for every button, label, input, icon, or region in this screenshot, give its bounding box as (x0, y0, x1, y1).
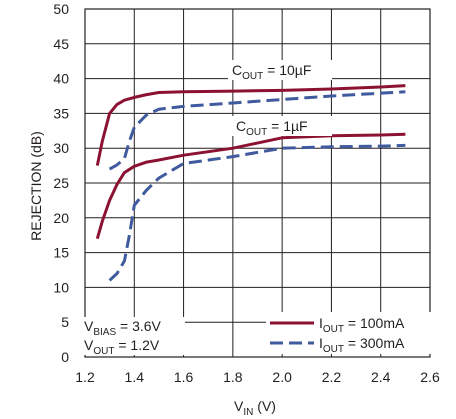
y-tick-label: 45 (53, 36, 69, 52)
x-tick-label: 2.0 (272, 369, 292, 385)
y-tick-label: 0 (61, 349, 69, 365)
y-tick-label: 15 (53, 245, 69, 261)
y-tick-label: 10 (53, 279, 69, 295)
series-line-1 (108, 90, 406, 171)
series-group (95, 84, 406, 282)
y-tick-label: 40 (53, 71, 69, 87)
annotation-bg-cout-10 (228, 60, 332, 80)
x-tick-label: 2.6 (420, 369, 440, 385)
x-tick-label: 2.4 (371, 369, 391, 385)
annotation-vbias: VBIAS = 3.6V (84, 318, 162, 338)
legend-label-100ma: IOUT = 100mA (319, 315, 405, 335)
legend: IOUT = 100mA IOUT = 300mA (266, 312, 432, 355)
y-tick-labels: 0 5 10 15 20 25 30 35 40 45 50 (53, 1, 69, 365)
series-line-3 (108, 143, 406, 282)
series-line-2 (95, 132, 406, 240)
y-tick-label: 50 (53, 1, 69, 17)
x-tick-label: 1.4 (125, 369, 145, 385)
x-tick-label: 1.2 (75, 369, 95, 385)
x-tick-label: 2.2 (322, 369, 342, 385)
annotation-cout-10uf: COUT = 10µF (232, 62, 311, 82)
y-tick-label: 35 (53, 105, 69, 121)
y-tick-label: 25 (53, 175, 69, 191)
x-axis-label: VIN (V) (234, 398, 276, 418)
x-tick-label: 1.6 (174, 369, 194, 385)
x-tick-labels: 1.2 1.4 1.6 1.8 2.0 2.2 2.4 2.6 (75, 369, 440, 385)
plot-frame (84, 8, 431, 358)
y-tick-label: 5 (61, 314, 69, 330)
annotation-bg-cout-1 (232, 116, 332, 136)
x-tick-label: 1.8 (223, 369, 243, 385)
conditions-bg (80, 317, 185, 355)
y-axis-label: REJECTION (dB) (28, 131, 44, 241)
annotation-cout-1uf: COUT = 1µF (236, 118, 308, 138)
legend-bg (266, 312, 432, 354)
y-tick-label: 20 (53, 210, 69, 226)
annotation-vout: VOUT = 1.2V (84, 337, 160, 357)
legend-label-300ma: IOUT = 300mA (319, 335, 405, 355)
y-tick-label: 30 (53, 140, 69, 156)
series-line-0 (95, 84, 406, 166)
